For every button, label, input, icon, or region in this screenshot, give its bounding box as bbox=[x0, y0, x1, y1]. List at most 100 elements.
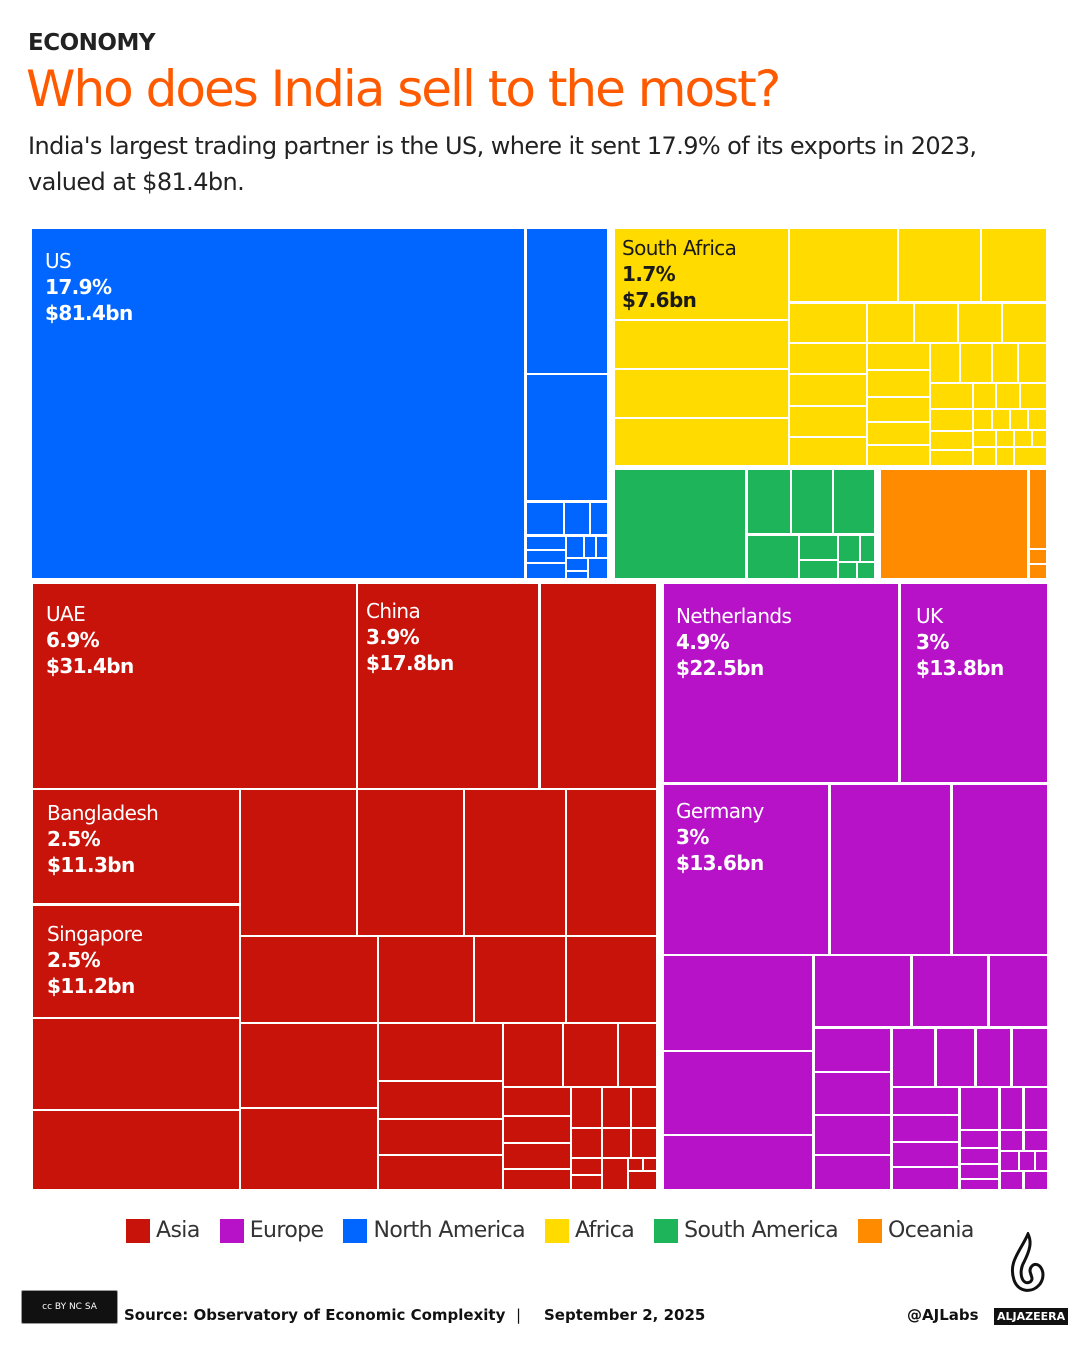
treemap-tile bbox=[1029, 410, 1046, 429]
treemap-tile bbox=[815, 1029, 890, 1071]
treemap-tile bbox=[1001, 1152, 1018, 1170]
treemap-tile bbox=[868, 423, 929, 444]
treemap-tile bbox=[901, 584, 1047, 782]
treemap-tile bbox=[1001, 1131, 1022, 1150]
treemap-tile bbox=[619, 1024, 656, 1086]
aljazeera-logo-icon bbox=[1011, 1232, 1045, 1292]
treemap-tile bbox=[1020, 1152, 1034, 1170]
treemap-tile bbox=[527, 537, 565, 549]
treemap-tile bbox=[33, 1111, 239, 1189]
treemap-tile bbox=[664, 785, 828, 954]
legend: Asia Europe North America Africa South A… bbox=[126, 1218, 994, 1243]
treemap-tile bbox=[893, 1168, 958, 1189]
treemap-tile bbox=[1015, 448, 1046, 465]
legend-item-asia: Asia bbox=[126, 1218, 200, 1243]
treemap-tile bbox=[565, 503, 589, 534]
treemap-tile bbox=[379, 937, 473, 1022]
treemap-tile bbox=[1030, 470, 1046, 548]
treemap-tile bbox=[790, 407, 866, 436]
swatch bbox=[343, 1218, 368, 1243]
treemap-tile bbox=[585, 537, 595, 557]
treemap-tile bbox=[815, 1156, 890, 1189]
treemap-tile bbox=[664, 1052, 812, 1134]
treemap-tile bbox=[33, 906, 239, 1017]
treemap-tile bbox=[572, 1159, 601, 1174]
date-text: September 2, 2025 bbox=[544, 1306, 706, 1324]
treemap-tile bbox=[913, 956, 987, 1026]
legend-label: Africa bbox=[574, 1218, 635, 1243]
tile-label-south-africa: South Africa 1.7% $7.6bn bbox=[622, 236, 737, 312]
treemap-tile bbox=[664, 584, 898, 782]
treemap-tile bbox=[931, 410, 972, 430]
treemap-tile bbox=[937, 1029, 974, 1086]
treemap-tile bbox=[358, 790, 463, 935]
treemap-tile bbox=[1036, 1152, 1047, 1170]
tile-label-bangladesh: Bangladesh 2.5% $11.3bn bbox=[47, 801, 159, 877]
treemap-tile bbox=[997, 384, 1019, 408]
treemap-tile bbox=[33, 1019, 239, 1109]
tile-label-uae: UAE 6.9% $31.4bn bbox=[46, 602, 134, 678]
treemap-tile bbox=[504, 1088, 570, 1115]
treemap-tile bbox=[868, 371, 929, 396]
treemap-tile bbox=[974, 448, 995, 465]
treemap-tile bbox=[615, 470, 745, 578]
handle-text: @AJLabs bbox=[907, 1306, 979, 1324]
source-text: Source: Observatory of Economic Complexi… bbox=[124, 1306, 506, 1324]
separator: | bbox=[516, 1306, 522, 1324]
treemap-tile bbox=[632, 1129, 656, 1157]
legend-label: North America bbox=[373, 1218, 525, 1243]
treemap-tile bbox=[603, 1159, 627, 1189]
legend-label: Asia bbox=[156, 1218, 200, 1243]
treemap-tile bbox=[241, 937, 377, 1022]
treemap-tile bbox=[664, 1136, 812, 1189]
treemap-tile bbox=[629, 1172, 656, 1189]
treemap-tile bbox=[541, 584, 656, 788]
treemap-tile bbox=[839, 536, 859, 561]
treemap-tile bbox=[241, 1024, 377, 1107]
treemap-tile bbox=[1030, 565, 1046, 578]
treemap-tile bbox=[893, 1116, 958, 1141]
treemap-tile bbox=[915, 304, 957, 342]
treemap-tile bbox=[504, 1117, 570, 1142]
treemap-tile bbox=[861, 536, 874, 561]
treemap-tile bbox=[572, 1176, 601, 1189]
tile-label-china: China 3.9% $17.8bn bbox=[366, 599, 454, 675]
treemap-tile bbox=[1013, 1029, 1047, 1086]
treemap-tile bbox=[527, 503, 563, 534]
treemap-tile bbox=[997, 448, 1013, 465]
treemap-tile bbox=[567, 559, 587, 570]
treemap-tile bbox=[961, 1180, 998, 1189]
treemap-tile bbox=[504, 1144, 570, 1168]
treemap-tile bbox=[931, 344, 959, 382]
treemap-tile bbox=[591, 503, 607, 534]
swatch bbox=[544, 1218, 569, 1243]
treemap-tile bbox=[475, 937, 565, 1022]
legend-label: Oceania bbox=[888, 1218, 974, 1243]
treemap-tile bbox=[572, 1129, 601, 1157]
treemap-tile bbox=[839, 563, 856, 578]
treemap-tile bbox=[632, 1088, 656, 1127]
treemap-tile bbox=[815, 956, 910, 1026]
treemap-tile bbox=[1001, 1172, 1022, 1189]
treemap-tile bbox=[993, 344, 1017, 382]
treemap-tile bbox=[792, 470, 832, 533]
treemap-tile bbox=[379, 1082, 502, 1118]
treemap-tile bbox=[790, 438, 866, 465]
treemap-tile bbox=[33, 584, 356, 788]
treemap-tile bbox=[959, 304, 1001, 342]
treemap-tile bbox=[893, 1143, 958, 1166]
treemap-tile bbox=[527, 564, 565, 578]
treemap-tile bbox=[815, 1116, 890, 1154]
treemap-tile bbox=[748, 470, 790, 533]
treemap-tile bbox=[33, 790, 239, 903]
legend-label: Europe bbox=[249, 1218, 324, 1243]
treemap-tile bbox=[615, 321, 788, 368]
treemap-tile bbox=[893, 1088, 958, 1114]
treemap-tile bbox=[32, 229, 524, 578]
treemap-tile bbox=[834, 470, 874, 533]
treemap-tile bbox=[961, 1088, 998, 1129]
treemap-tile bbox=[790, 375, 866, 405]
treemap-tile bbox=[379, 1024, 502, 1080]
